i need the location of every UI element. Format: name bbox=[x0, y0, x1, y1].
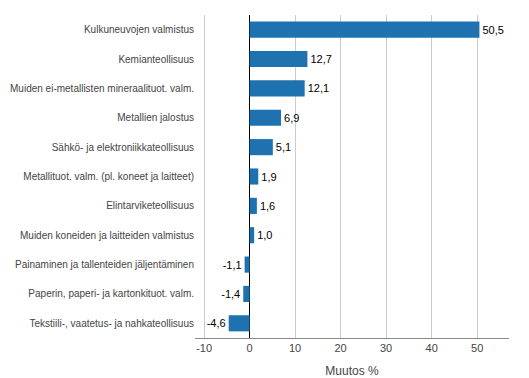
svg-text:-10: -10 bbox=[196, 342, 212, 354]
svg-text:-1,1: -1,1 bbox=[223, 259, 242, 271]
svg-text:12,7: 12,7 bbox=[310, 53, 331, 65]
svg-text:1,0: 1,0 bbox=[257, 229, 272, 241]
svg-text:-4,6: -4,6 bbox=[207, 317, 226, 329]
svg-text:5,1: 5,1 bbox=[276, 141, 291, 153]
svg-text:-1,4: -1,4 bbox=[221, 288, 240, 300]
svg-text:0: 0 bbox=[247, 342, 253, 354]
svg-text:Kulkuneuvojen valmistus: Kulkuneuvojen valmistus bbox=[84, 24, 194, 35]
svg-text:Muiden koneiden ja laitteiden: Muiden koneiden ja laitteiden valmistus bbox=[20, 230, 194, 241]
svg-text:6,9: 6,9 bbox=[284, 112, 299, 124]
svg-text:1,9: 1,9 bbox=[261, 171, 276, 183]
svg-text:40: 40 bbox=[426, 342, 438, 354]
svg-text:50,5: 50,5 bbox=[482, 24, 503, 36]
svg-text:Tekstiili-, vaatetus- ja nahka: Tekstiili-, vaatetus- ja nahkateollisuus bbox=[29, 318, 194, 329]
svg-text:20: 20 bbox=[334, 342, 346, 354]
svg-text:Muiden ei-metallisten mineraal: Muiden ei-metallisten mineraalituot. val… bbox=[10, 83, 194, 94]
svg-text:Metallien jalostus: Metallien jalostus bbox=[117, 112, 194, 123]
svg-text:Kemianteollisuus: Kemianteollisuus bbox=[118, 54, 194, 65]
svg-text:10: 10 bbox=[289, 342, 301, 354]
svg-text:Muutos %: Muutos % bbox=[325, 364, 379, 378]
svg-text:50: 50 bbox=[471, 342, 483, 354]
svg-text:Paperin, paperi- ja kartonkitu: Paperin, paperi- ja kartonkituot. valm. bbox=[28, 288, 194, 299]
svg-text:1,6: 1,6 bbox=[260, 200, 275, 212]
svg-text:Painaminen ja tallenteiden jäl: Painaminen ja tallenteiden jäljentäminen bbox=[15, 259, 194, 270]
svg-text:12,1: 12,1 bbox=[308, 82, 329, 94]
svg-text:30: 30 bbox=[380, 342, 392, 354]
svg-text:Metallituot. valm. (pl. koneet: Metallituot. valm. (pl. koneet ja laitte… bbox=[23, 171, 194, 182]
svg-text:Sähkö- ja elektroniikkateollis: Sähkö- ja elektroniikkateollisuus bbox=[52, 142, 194, 153]
svg-text:Elintarviketeollisuus: Elintarviketeollisuus bbox=[106, 200, 194, 211]
